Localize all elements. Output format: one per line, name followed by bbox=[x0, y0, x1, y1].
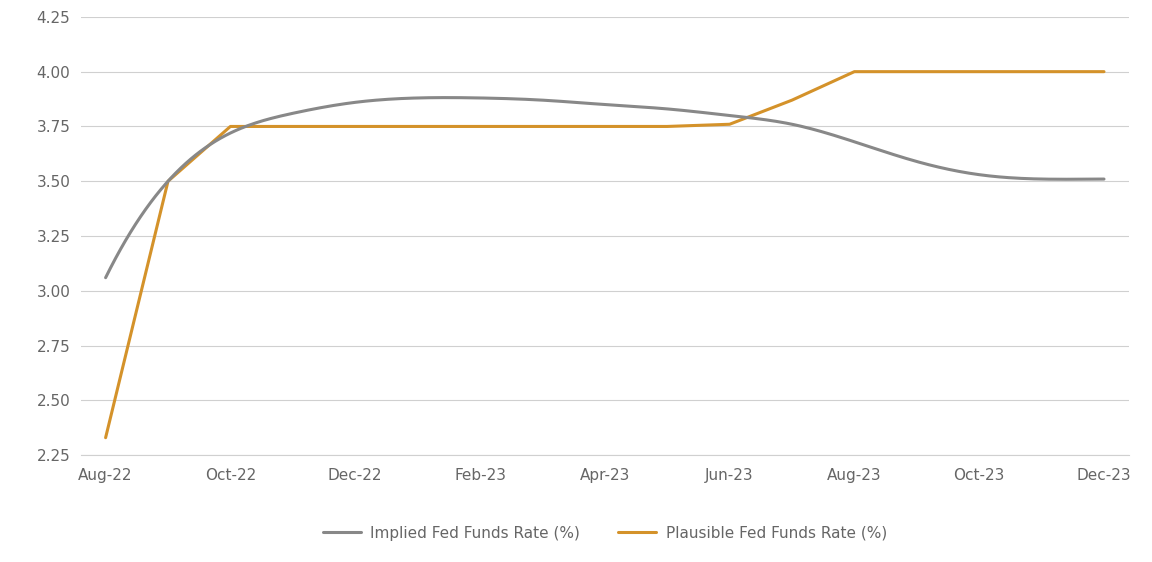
Implied Fed Funds Rate (%) bbox=[821, 130, 835, 137]
Implied Fed Funds Rate (%) bbox=[729, 113, 743, 120]
Plausible Fed Funds Rate (%) bbox=[348, 123, 362, 130]
Implied Fed Funds Rate (%) bbox=[219, 132, 233, 139]
Plausible Fed Funds Rate (%) bbox=[99, 434, 113, 441]
Plausible Fed Funds Rate (%) bbox=[786, 97, 799, 103]
Plausible Fed Funds Rate (%) bbox=[972, 69, 986, 75]
Implied Fed Funds Rate (%) bbox=[497, 95, 510, 102]
Plausible Fed Funds Rate (%) bbox=[910, 69, 924, 75]
Plausible Fed Funds Rate (%) bbox=[660, 123, 674, 130]
Plausible Fed Funds Rate (%) bbox=[223, 123, 237, 130]
Plausible Fed Funds Rate (%) bbox=[722, 121, 736, 128]
Plausible Fed Funds Rate (%) bbox=[473, 123, 487, 130]
Plausible Fed Funds Rate (%) bbox=[286, 123, 300, 130]
Implied Fed Funds Rate (%) bbox=[827, 132, 841, 139]
Plausible Fed Funds Rate (%) bbox=[161, 178, 175, 185]
Line: Plausible Fed Funds Rate (%): Plausible Fed Funds Rate (%) bbox=[106, 72, 1104, 438]
Plausible Fed Funds Rate (%) bbox=[848, 69, 862, 75]
Implied Fed Funds Rate (%) bbox=[439, 94, 453, 101]
Plausible Fed Funds Rate (%) bbox=[598, 123, 612, 130]
Implied Fed Funds Rate (%) bbox=[1097, 176, 1111, 183]
Plausible Fed Funds Rate (%) bbox=[410, 123, 424, 130]
Implied Fed Funds Rate (%) bbox=[424, 94, 438, 101]
Plausible Fed Funds Rate (%) bbox=[536, 123, 550, 130]
Legend: Implied Fed Funds Rate (%), Plausible Fed Funds Rate (%): Implied Fed Funds Rate (%), Plausible Fe… bbox=[317, 520, 893, 547]
Line: Implied Fed Funds Rate (%): Implied Fed Funds Rate (%) bbox=[106, 98, 1104, 278]
Plausible Fed Funds Rate (%) bbox=[1097, 69, 1111, 75]
Plausible Fed Funds Rate (%) bbox=[1034, 69, 1048, 75]
Implied Fed Funds Rate (%) bbox=[99, 274, 113, 281]
